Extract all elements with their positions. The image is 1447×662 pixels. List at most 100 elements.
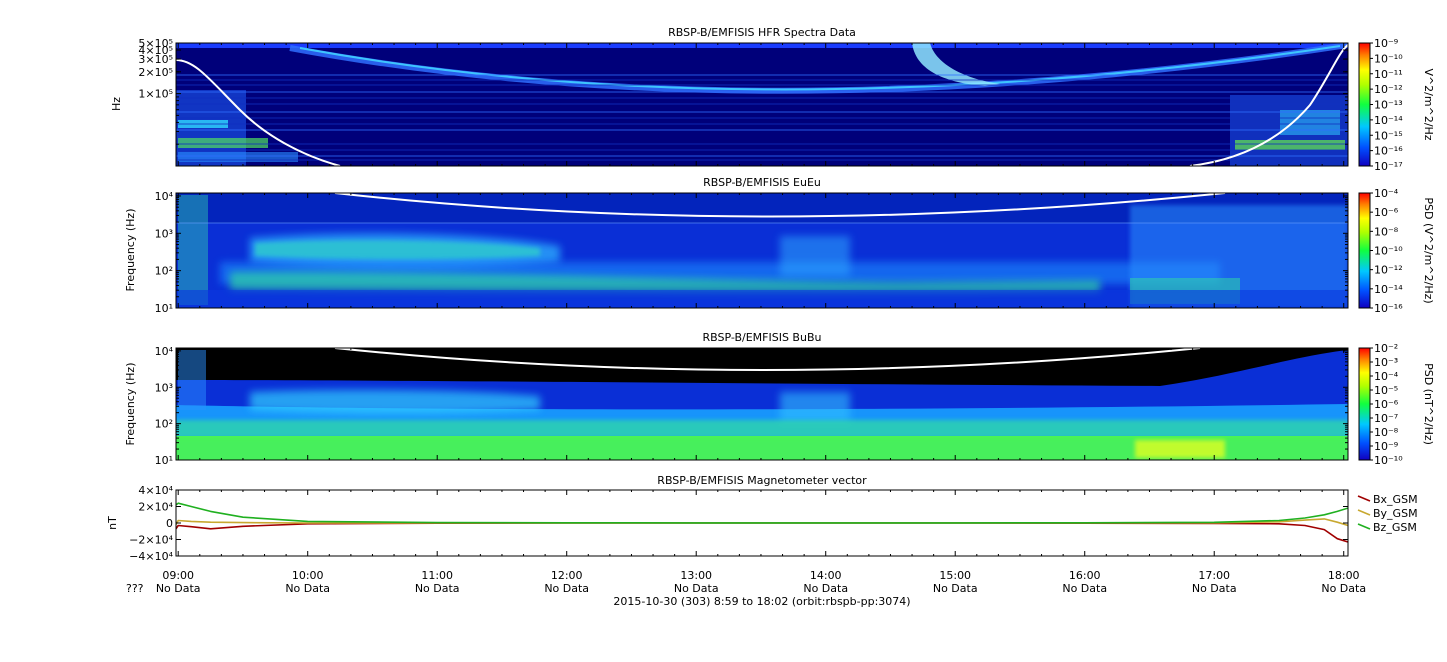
y-tick-label: 4×10⁴	[138, 484, 173, 497]
y-tick-label: 10³	[155, 227, 173, 240]
y-tick-label: 5×10⁵	[138, 37, 173, 50]
colorbar-label: PSD (V^2/m^2/Hz)	[1422, 197, 1435, 303]
colorbar-tick-label: 10⁻¹⁰	[1374, 454, 1403, 467]
colorbar-tick-label: 10⁻¹²	[1374, 83, 1403, 96]
no-data-label: No Data	[933, 582, 978, 595]
hfr-horizontal-lines	[176, 74, 1348, 161]
eueu-emission-core	[255, 240, 540, 260]
y-tick-label: 10³	[155, 381, 173, 394]
legend-swatch	[1357, 509, 1371, 516]
bubu-teal-band	[176, 420, 1348, 438]
eueu-panel: RBSP-B/EMFISIS EuEu 10⁴ 10³ 10² 10¹ Frequen…	[124, 176, 1435, 315]
bubu-spectrogram	[176, 348, 1348, 460]
y-tick-label: 10¹	[155, 302, 173, 315]
eueu-colorbar: 10⁻⁴ 10⁻⁶ 10⁻⁸ 10⁻¹⁰ 10⁻¹² 10⁻¹⁴ 10⁻¹⁶ PSD (V^2…	[1358, 187, 1435, 315]
hfr-ylabel: Hz	[110, 97, 123, 111]
y-tick-label: 0	[166, 517, 173, 530]
no-data-label: No Data	[674, 582, 719, 595]
y-tick-label: 10²	[155, 418, 173, 431]
y-tick-label: 10⁴	[155, 345, 174, 358]
bubu-x-ticks	[177, 348, 1345, 460]
eueu-spectrogram	[176, 193, 1348, 308]
hfr-x-ticks	[177, 43, 1345, 166]
mag-x-ticks	[177, 490, 1345, 556]
time-tick-label: 14:00	[810, 569, 842, 582]
colorbar-gradient	[1358, 192, 1371, 309]
y-tick-label: 4×10⁵	[138, 44, 173, 57]
mag-panel: RBSP-B/EMFISIS Magnetometer vector 4×10⁴…	[106, 474, 1418, 563]
no-data-label: No Data	[1192, 582, 1237, 595]
eueu-frame	[175, 192, 1349, 309]
bubu-colorbar: 10⁻²10⁻³10⁻⁴10⁻⁵10⁻⁶10⁻⁷10⁻⁸10⁻⁹10⁻¹⁰ PSD…	[1358, 342, 1435, 467]
eueu-left-green	[178, 195, 208, 305]
colorbar-tick-label: 10⁻¹³	[1374, 99, 1403, 112]
no-data-label: No Data	[156, 582, 201, 595]
no-data-label: No Data	[544, 582, 589, 595]
colorbar-tick-label: 10⁻¹¹	[1374, 68, 1403, 81]
hfr-colorbar: 10⁻⁹ 10⁻¹⁰ 10⁻¹¹ 10⁻¹² 10⁻¹³ 10⁻¹⁴ 10⁻¹⁵ 10⁻¹⁶ 1…	[1358, 37, 1435, 173]
bubu-yellow-patch	[1135, 440, 1225, 458]
no-data-label: No Data	[1321, 582, 1366, 595]
colorbar-tick-label: 10⁻¹⁴	[1374, 114, 1403, 127]
colorbar-label: V^2/m^2/Hz	[1422, 68, 1435, 140]
no-data-label: No Data	[803, 582, 848, 595]
eueu-y-axis: 10⁴ 10³ 10² 10¹	[155, 190, 1348, 315]
colorbar-gradient	[1358, 347, 1371, 461]
bubu-panel: RBSP-B/EMFISIS BuBu 10⁴ 10³ 10² 10¹ Frequen…	[124, 331, 1435, 467]
legend-swatch	[1357, 495, 1371, 502]
time-tick-label: 16:00	[1069, 569, 1101, 582]
hfr-title: RBSP-B/EMFISIS HFR Spectra Data	[668, 26, 856, 39]
colorbar-tick-label: 10⁻¹⁷	[1374, 160, 1403, 173]
eueu-green-band	[230, 271, 1100, 293]
colorbar-tick-label: 10⁻¹⁴	[1374, 283, 1403, 296]
y-tick-label: 10²	[155, 265, 173, 278]
colorbar-tick-label: 10⁻¹⁰	[1374, 52, 1403, 65]
eueu-low-band	[176, 290, 1348, 308]
eueu-ylabel: Frequency (Hz)	[124, 209, 137, 292]
mag-ylabel: nT	[106, 516, 119, 530]
unknown-prefix-label: ???	[126, 582, 144, 595]
colorbar-tick-label: 10⁻⁶	[1374, 398, 1399, 411]
mag-plot-area	[176, 490, 1348, 556]
time-tick-label: 10:00	[292, 569, 324, 582]
bubu-title: RBSP-B/EMFISIS BuBu	[703, 331, 822, 344]
legend-label: Bx_GSM	[1373, 493, 1418, 506]
legend-label: By_GSM	[1373, 507, 1418, 520]
hfr-left-bottom	[178, 152, 298, 162]
colorbar-tick-label: 10⁻¹⁶	[1374, 302, 1403, 315]
bubu-ylabel: Frequency (Hz)	[124, 363, 137, 446]
y-tick-label: 10¹	[155, 454, 173, 467]
colorbar-tick-label: 10⁻⁸	[1374, 426, 1399, 439]
colorbar-tick-label: 10⁻⁹	[1374, 440, 1398, 453]
colorbar-tick-label: 10⁻⁴	[1374, 370, 1399, 383]
y-tick-label: 1×10⁵	[138, 88, 173, 101]
colorbar-tick-label: 10⁻⁵	[1374, 384, 1398, 397]
series-line-Bz_GSM	[176, 502, 1348, 524]
colorbar-gradient	[1358, 42, 1371, 167]
time-tick-label: 13:00	[680, 569, 712, 582]
colorbar-tick-label: 10⁻¹⁵	[1374, 129, 1403, 142]
colorbar-tick-label: 10⁻³	[1374, 356, 1398, 369]
bubu-left-activity	[178, 350, 206, 410]
y-tick-label: 10⁴	[155, 190, 174, 203]
colorbar-tick-label: 10⁻¹⁰	[1374, 245, 1403, 258]
y-tick-label: 2×10⁵	[138, 66, 173, 79]
colorbar-tick-label: 10⁻⁹	[1374, 37, 1398, 50]
no-data-label: No Data	[415, 582, 460, 595]
hfr-emission-burst	[912, 43, 1000, 86]
time-tick-label: 11:00	[421, 569, 453, 582]
hfr-right-green	[1235, 140, 1345, 150]
mag-y-axis: 4×10⁴ 2×10⁴ 0 −2×10⁴ −4×10⁴	[129, 484, 1348, 563]
eueu-title: RBSP-B/EMFISIS EuEu	[703, 176, 821, 189]
bubu-upper-emission	[250, 389, 540, 414]
colorbar-tick-label: 10⁻⁶	[1374, 206, 1399, 219]
eueu-mid-structure	[780, 236, 850, 276]
colorbar-tick-label: 10⁻¹²	[1374, 264, 1403, 277]
time-tick-label: 17:00	[1198, 569, 1230, 582]
time-tick-label: 12:00	[551, 569, 583, 582]
